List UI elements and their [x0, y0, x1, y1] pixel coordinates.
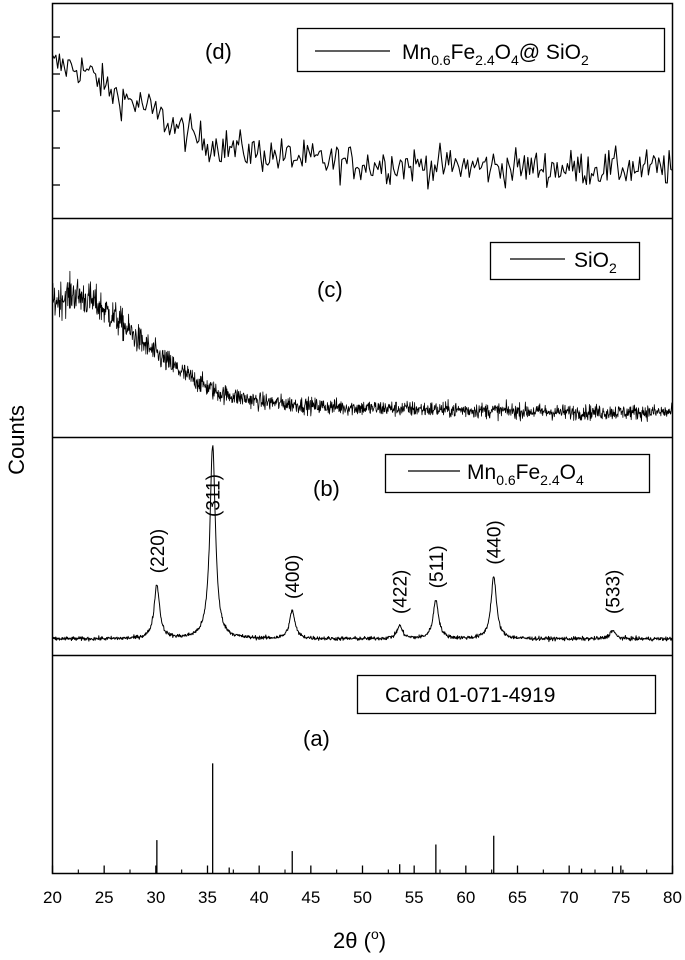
trace-mnfe2o4-sio2	[52, 53, 673, 190]
x-tick-label-7: 55	[405, 888, 424, 907]
hkl-label-6: (533)	[604, 570, 625, 614]
x-axis-title-close: )	[379, 928, 386, 953]
x-axis-title-open: (	[357, 928, 371, 953]
trace-mnfe2o4	[52, 445, 673, 643]
x-tick-label-10: 70	[560, 888, 579, 907]
hkl-label-2: (400)	[283, 555, 304, 599]
x-tick-label-0: 20	[43, 888, 62, 907]
panel-d-legend: Mn0.6Fe2.4O4@ SiO2	[296, 27, 666, 73]
panel-b-tag: (b)	[313, 476, 340, 501]
x-tick-label-5: 45	[301, 888, 320, 907]
panel-a-tag: (a)	[303, 726, 330, 751]
panel-b-legend-label: Mn0.6Fe2.4O4	[467, 461, 584, 488]
x-axis-title-degree: o	[371, 926, 379, 942]
x-tick-label-1: 25	[95, 888, 114, 907]
x-tick-label-4: 40	[250, 888, 269, 907]
panel-a-legend-label: Card 01-071-4919	[385, 684, 555, 707]
x-tick-label-9: 65	[508, 888, 527, 907]
y-axis-title: Counts	[4, 405, 29, 475]
panel-frames	[51, 2, 674, 875]
panel-d-tag: (d)	[205, 39, 232, 64]
hkl-labels: (220) (311) (400) (422) (511) (440) (533)	[148, 474, 625, 614]
x-tick-label-6: 50	[353, 888, 372, 907]
panel-d-y-ticks	[52, 36, 60, 186]
panel-d-legend-box	[296, 27, 666, 73]
panel-c-legend-label: SiO2	[574, 249, 617, 276]
panel-b-legend-box	[384, 453, 651, 494]
trace-sio2	[52, 270, 673, 422]
x-tick-label-11: 75	[611, 888, 630, 907]
panel-d-legend-label: Mn0.6Fe2.4O4@ SiO2	[402, 41, 589, 68]
panel-c-legend: SiO2	[489, 241, 641, 281]
x-axis-title-symbol: 2θ	[333, 928, 357, 953]
x-axis: 20 25 30 35 40 45 50 55 60 65 70 75 80	[43, 865, 682, 907]
hkl-label-1: (311)	[204, 474, 225, 517]
x-tick-label-3: 35	[198, 888, 217, 907]
x-tick-label-2: 30	[146, 888, 165, 907]
panel-a-legend-box	[356, 674, 657, 715]
panel-a-legend: Card 01-071-4919	[356, 674, 657, 715]
x-tick-label-12: 80	[663, 888, 682, 907]
panel-c-legend-box	[489, 241, 641, 281]
hkl-label-0: (220)	[148, 529, 169, 573]
hkl-label-5: (440)	[485, 520, 506, 564]
x-tick-label-8: 60	[456, 888, 475, 907]
plot-frame	[51, 2, 674, 875]
hkl-label-3: (422)	[391, 570, 412, 614]
panel-c-tag: (c)	[317, 277, 343, 302]
data-traces	[52, 53, 673, 873]
x-axis-title: 2θ (o)	[333, 926, 386, 953]
hkl-label-4: (511)	[427, 545, 448, 588]
panel-b-legend: Mn0.6Fe2.4O4	[384, 453, 651, 494]
